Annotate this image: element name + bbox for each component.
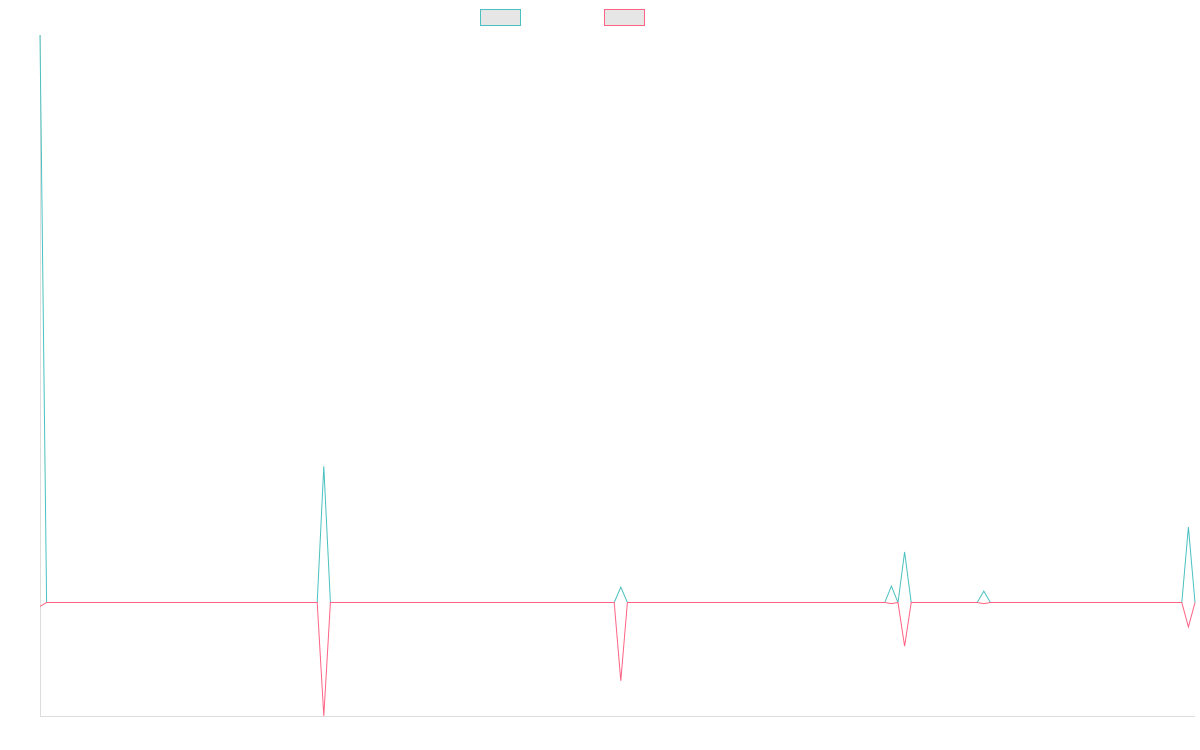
series-line — [39, 601, 1196, 717]
legend-swatch — [604, 9, 645, 26]
legend-swatch — [480, 9, 521, 26]
series-line — [39, 34, 1196, 605]
